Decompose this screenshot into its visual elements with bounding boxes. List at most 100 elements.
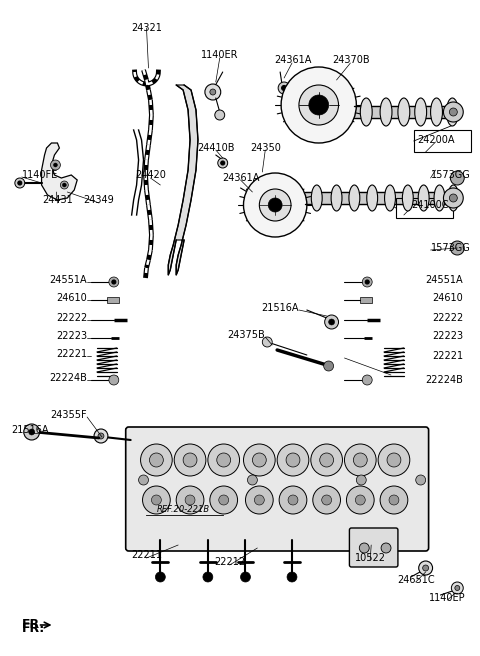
Circle shape — [18, 181, 22, 185]
Text: 24350: 24350 — [250, 143, 281, 153]
Circle shape — [322, 495, 332, 505]
Circle shape — [365, 280, 369, 284]
Circle shape — [141, 444, 172, 476]
Circle shape — [286, 453, 300, 467]
Circle shape — [205, 84, 221, 100]
Circle shape — [243, 444, 275, 476]
Text: 24361A: 24361A — [274, 55, 312, 65]
Circle shape — [277, 444, 309, 476]
Text: 24321: 24321 — [131, 23, 162, 33]
Text: 24410B: 24410B — [197, 143, 235, 153]
Circle shape — [324, 315, 338, 329]
Circle shape — [311, 444, 343, 476]
Circle shape — [50, 160, 60, 170]
Circle shape — [250, 195, 255, 201]
Ellipse shape — [331, 185, 342, 211]
Circle shape — [282, 85, 287, 91]
Circle shape — [262, 337, 272, 347]
Circle shape — [278, 82, 290, 94]
Circle shape — [450, 171, 464, 185]
Circle shape — [353, 453, 367, 467]
Text: 1140EP: 1140EP — [429, 593, 466, 603]
Circle shape — [156, 572, 165, 582]
Text: 24375B: 24375B — [228, 330, 265, 340]
Circle shape — [279, 486, 307, 514]
Circle shape — [451, 582, 463, 594]
Circle shape — [215, 110, 225, 120]
Circle shape — [15, 178, 25, 188]
Text: 22223: 22223 — [56, 331, 87, 341]
Circle shape — [356, 475, 366, 485]
Text: 1140FE: 1140FE — [22, 170, 58, 180]
Ellipse shape — [380, 98, 392, 126]
Text: 22211: 22211 — [131, 550, 162, 560]
Circle shape — [288, 495, 298, 505]
Text: 24349: 24349 — [84, 195, 114, 205]
Text: 22221: 22221 — [56, 349, 87, 359]
Text: FR.: FR. — [22, 621, 45, 634]
Circle shape — [378, 444, 410, 476]
Circle shape — [299, 85, 338, 125]
Circle shape — [210, 486, 238, 514]
Text: 21516A: 21516A — [262, 303, 299, 313]
Bar — [360, 297, 372, 303]
Circle shape — [419, 561, 432, 575]
Ellipse shape — [398, 98, 410, 126]
Text: 24431: 24431 — [42, 195, 73, 205]
Circle shape — [287, 572, 297, 582]
Circle shape — [243, 173, 307, 237]
Circle shape — [149, 453, 163, 467]
Circle shape — [248, 475, 257, 485]
Circle shape — [362, 375, 372, 385]
Circle shape — [362, 277, 372, 287]
Ellipse shape — [312, 185, 322, 211]
Text: 24361A: 24361A — [222, 173, 259, 183]
Circle shape — [329, 319, 335, 325]
Ellipse shape — [418, 185, 429, 211]
Circle shape — [347, 486, 374, 514]
Circle shape — [360, 543, 369, 553]
Circle shape — [109, 375, 119, 385]
Circle shape — [268, 198, 282, 212]
Circle shape — [444, 102, 463, 122]
Circle shape — [389, 495, 399, 505]
Circle shape — [174, 444, 206, 476]
Circle shape — [221, 161, 225, 165]
Circle shape — [345, 444, 376, 476]
Circle shape — [208, 444, 240, 476]
Circle shape — [449, 108, 457, 116]
Text: 24370B: 24370B — [333, 55, 370, 65]
Ellipse shape — [402, 185, 413, 211]
Text: 22212: 22212 — [214, 557, 245, 567]
Text: 22224B: 22224B — [49, 373, 87, 383]
Text: 24651C: 24651C — [397, 575, 434, 585]
Text: 1573GG: 1573GG — [431, 170, 470, 180]
FancyBboxPatch shape — [349, 528, 398, 567]
Text: 22224B: 22224B — [425, 375, 463, 385]
Text: 22223: 22223 — [432, 331, 463, 341]
Circle shape — [60, 181, 68, 189]
Circle shape — [152, 495, 161, 505]
Circle shape — [320, 453, 334, 467]
Circle shape — [380, 486, 408, 514]
Text: 24200A: 24200A — [417, 135, 454, 145]
Circle shape — [259, 189, 291, 221]
Text: 22222: 22222 — [432, 313, 463, 323]
Text: 24355F: 24355F — [50, 410, 87, 420]
Circle shape — [112, 280, 116, 284]
Text: 24610: 24610 — [56, 293, 87, 303]
Ellipse shape — [448, 185, 459, 211]
Circle shape — [450, 241, 464, 255]
Bar — [396, 198, 453, 218]
FancyBboxPatch shape — [126, 427, 429, 551]
Text: 10522: 10522 — [355, 553, 386, 563]
Circle shape — [210, 89, 216, 95]
Circle shape — [246, 192, 258, 204]
Text: 24610: 24610 — [432, 293, 463, 303]
Text: 24100C: 24100C — [411, 200, 448, 210]
Circle shape — [183, 453, 197, 467]
Circle shape — [53, 163, 58, 167]
Ellipse shape — [384, 185, 396, 211]
Circle shape — [218, 158, 228, 168]
Circle shape — [455, 586, 460, 590]
